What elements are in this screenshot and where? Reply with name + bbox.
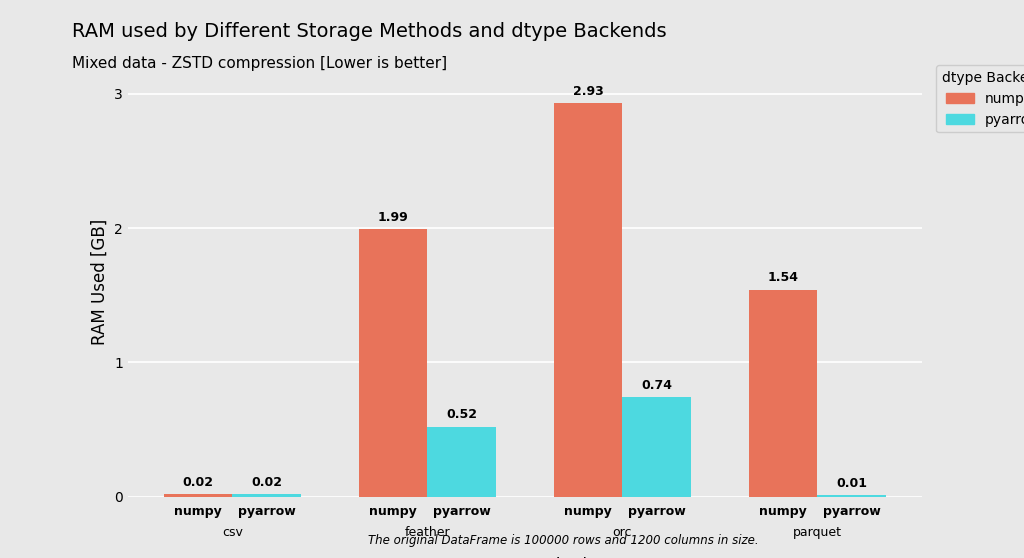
Bar — [427, 427, 496, 497]
Text: csv: csv — [222, 526, 243, 539]
Text: The original DataFrame is 100000 rows and 1200 columns in size.: The original DataFrame is 100000 rows an… — [368, 534, 759, 547]
Text: pyarrow: pyarrow — [822, 504, 881, 518]
Text: 1.99: 1.99 — [378, 211, 409, 224]
Bar — [749, 290, 817, 497]
Bar — [623, 397, 690, 497]
Text: orc: orc — [612, 526, 632, 539]
Text: 1.54: 1.54 — [768, 272, 799, 285]
Text: pyarrow: pyarrow — [628, 504, 685, 518]
Text: 2.93: 2.93 — [572, 85, 603, 98]
Text: 0.52: 0.52 — [445, 408, 477, 421]
Text: 0.02: 0.02 — [182, 475, 214, 489]
Text: numpy: numpy — [564, 504, 612, 518]
Text: 0.01: 0.01 — [836, 477, 867, 490]
Text: numpy: numpy — [759, 504, 807, 518]
Bar — [817, 496, 886, 497]
Y-axis label: RAM Used [GB]: RAM Used [GB] — [91, 219, 109, 345]
Bar — [164, 494, 232, 497]
Text: 0.74: 0.74 — [641, 379, 672, 392]
Bar — [554, 103, 623, 497]
Text: numpy: numpy — [174, 504, 222, 518]
Legend: numpy, pyarrow: numpy, pyarrow — [937, 65, 1024, 132]
Text: numpy: numpy — [370, 504, 417, 518]
Text: RAM used by Different Storage Methods and dtype Backends: RAM used by Different Storage Methods an… — [72, 22, 667, 41]
Text: pyarrow: pyarrow — [238, 504, 295, 518]
Text: pyarrow: pyarrow — [432, 504, 490, 518]
X-axis label: Output Method: Output Method — [462, 557, 588, 558]
Text: feather: feather — [404, 526, 451, 539]
Bar — [359, 229, 427, 497]
Text: Mixed data - ZSTD compression [Lower is better]: Mixed data - ZSTD compression [Lower is … — [72, 56, 446, 71]
Text: 0.02: 0.02 — [251, 475, 282, 489]
Text: parquet: parquet — [793, 526, 842, 539]
Bar — [232, 494, 301, 497]
